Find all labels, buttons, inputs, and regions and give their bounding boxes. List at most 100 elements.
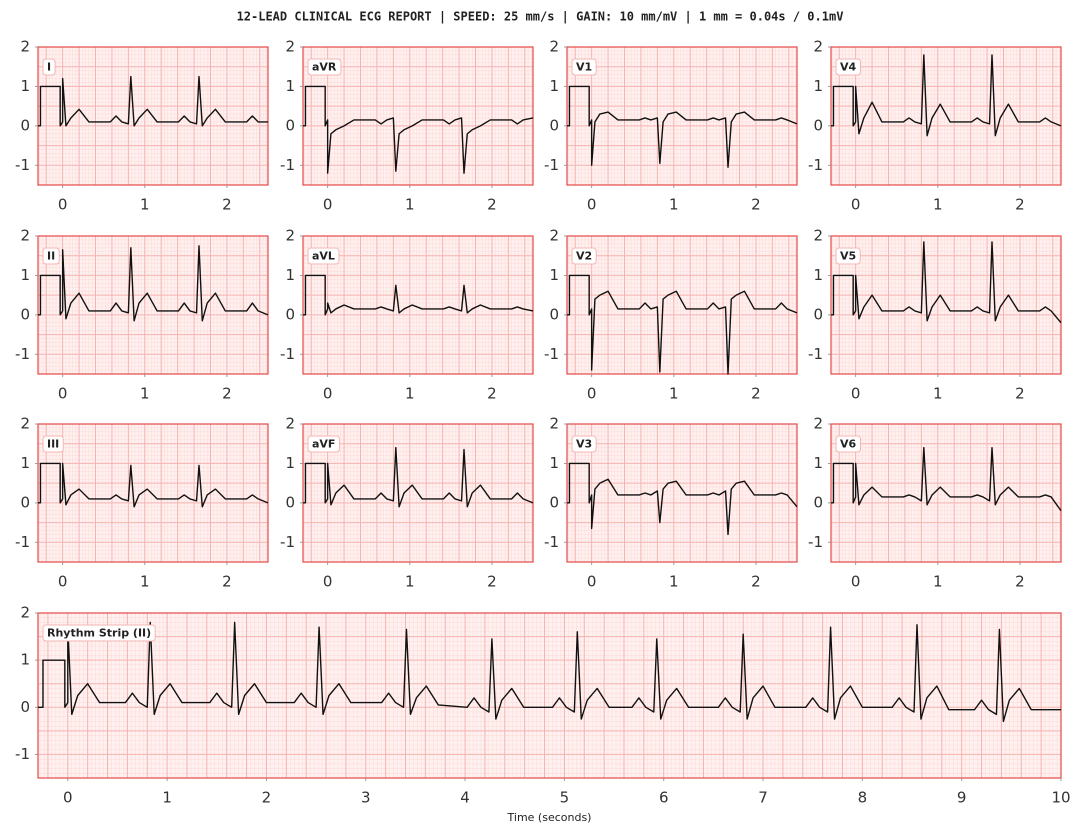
- lead-label: V1: [576, 61, 592, 74]
- lead-label-box: [307, 58, 342, 76]
- x-tick-label: 9: [957, 789, 967, 807]
- y-tick-label: 2: [20, 227, 30, 245]
- panel-border: [566, 46, 798, 186]
- y-tick-label: -1: [280, 156, 295, 174]
- ecg-paper: [567, 424, 797, 562]
- lead-label-box: [835, 435, 862, 453]
- lead-label-box: [42, 435, 64, 453]
- lead-label: V6: [840, 438, 857, 451]
- x-tick-label: 0: [323, 385, 333, 403]
- lead-label-box: [571, 435, 597, 453]
- y-tick-label: 1: [813, 266, 823, 284]
- y-tick-label: 1: [813, 454, 823, 472]
- y-tick-label: -1: [544, 156, 559, 174]
- panel-border: [37, 423, 269, 563]
- x-tick-label: 2: [487, 385, 497, 403]
- x-tick-label: 2: [222, 385, 232, 403]
- x-tick-label: 1: [162, 789, 172, 807]
- y-tick-label: 0: [285, 493, 295, 511]
- lead-label: Rhythm Strip (II): [47, 627, 151, 640]
- y-tick-label: -1: [544, 345, 559, 363]
- y-tick-label: -1: [808, 345, 823, 363]
- x-tick-label: 2: [487, 196, 497, 214]
- y-tick-label: 1: [20, 266, 30, 284]
- y-tick-label: -1: [15, 156, 30, 174]
- ecg-trace: [303, 446, 534, 508]
- x-tick-label: 1: [669, 573, 679, 591]
- panel-border: [566, 235, 798, 375]
- y-tick-label: 1: [813, 77, 823, 95]
- panel-border: [37, 612, 1062, 779]
- x-tick-label: 0: [851, 573, 861, 591]
- lead-label-box: [571, 247, 597, 265]
- y-tick-label: 0: [20, 305, 30, 323]
- lead-label: aVF: [312, 438, 335, 451]
- ecg-trace: [38, 621, 1061, 723]
- panel-border: [830, 235, 1062, 375]
- x-tick-label: 2: [1015, 573, 1025, 591]
- y-tick-label: 0: [813, 116, 823, 134]
- x-tick-label: 3: [361, 789, 371, 807]
- ecg-paper: [303, 236, 533, 374]
- y-tick-label: 2: [20, 415, 30, 433]
- y-tick-label: 1: [20, 454, 30, 472]
- y-tick-label: -1: [544, 533, 559, 551]
- ecg-paper: [38, 613, 1061, 778]
- y-tick-label: 0: [20, 698, 30, 716]
- y-tick-label: 1: [549, 454, 559, 472]
- ecg-trace: [303, 274, 534, 316]
- y-tick-label: 2: [813, 415, 823, 433]
- y-tick-label: 1: [549, 77, 559, 95]
- x-tick-label: 6: [659, 789, 669, 807]
- x-tick-label: 2: [751, 196, 761, 214]
- panel-border: [37, 46, 269, 186]
- ecg-trace: [303, 85, 534, 174]
- y-tick-label: 0: [549, 493, 559, 511]
- x-tick-label: 0: [58, 573, 68, 591]
- x-tick-label: 2: [751, 385, 761, 403]
- y-tick-label: 1: [285, 77, 295, 95]
- x-tick-label: 1: [405, 385, 415, 403]
- x-tick-label: 1: [669, 385, 679, 403]
- ecg-paper: [38, 236, 268, 374]
- ecg-trace: [38, 245, 269, 322]
- y-tick-label: -1: [280, 345, 295, 363]
- lead-label-box: [571, 58, 597, 76]
- ecg-trace: [567, 85, 798, 168]
- x-tick-label: 2: [222, 196, 232, 214]
- y-tick-label: 2: [285, 227, 295, 245]
- x-tick-label: 0: [587, 385, 597, 403]
- y-tick-label: 1: [20, 77, 30, 95]
- x-tick-label: 1: [933, 385, 943, 403]
- x-tick-label: 0: [323, 573, 333, 591]
- x-tick-label: 2: [487, 573, 497, 591]
- lead-label: V2: [576, 250, 592, 263]
- x-tick-label: 0: [851, 196, 861, 214]
- panel-border: [302, 423, 534, 563]
- y-tick-label: 0: [549, 116, 559, 134]
- y-tick-label: -1: [15, 533, 30, 551]
- y-tick-label: -1: [808, 533, 823, 551]
- y-tick-label: -1: [15, 345, 30, 363]
- y-tick-label: 1: [549, 266, 559, 284]
- y-tick-label: 0: [813, 493, 823, 511]
- x-tick-label: 0: [587, 573, 597, 591]
- panel-border: [830, 423, 1062, 563]
- y-tick-label: 0: [285, 305, 295, 323]
- y-tick-label: -1: [15, 745, 30, 763]
- lead-label-box: [42, 247, 60, 265]
- lead-label: I: [47, 61, 51, 74]
- x-tick-label: 4: [460, 789, 470, 807]
- x-tick-label: 10: [1051, 789, 1070, 807]
- x-tick-label: 7: [758, 789, 768, 807]
- lead-label-box: [835, 58, 862, 76]
- y-tick-label: 2: [20, 604, 30, 622]
- lead-label: aVR: [312, 61, 337, 74]
- ecg-trace: [831, 54, 1062, 137]
- lead-label: aVL: [312, 250, 335, 263]
- y-tick-label: 2: [549, 415, 559, 433]
- x-axis-label: Time (seconds): [507, 811, 592, 824]
- y-tick-label: 2: [813, 227, 823, 245]
- lead-label-box: [307, 247, 340, 265]
